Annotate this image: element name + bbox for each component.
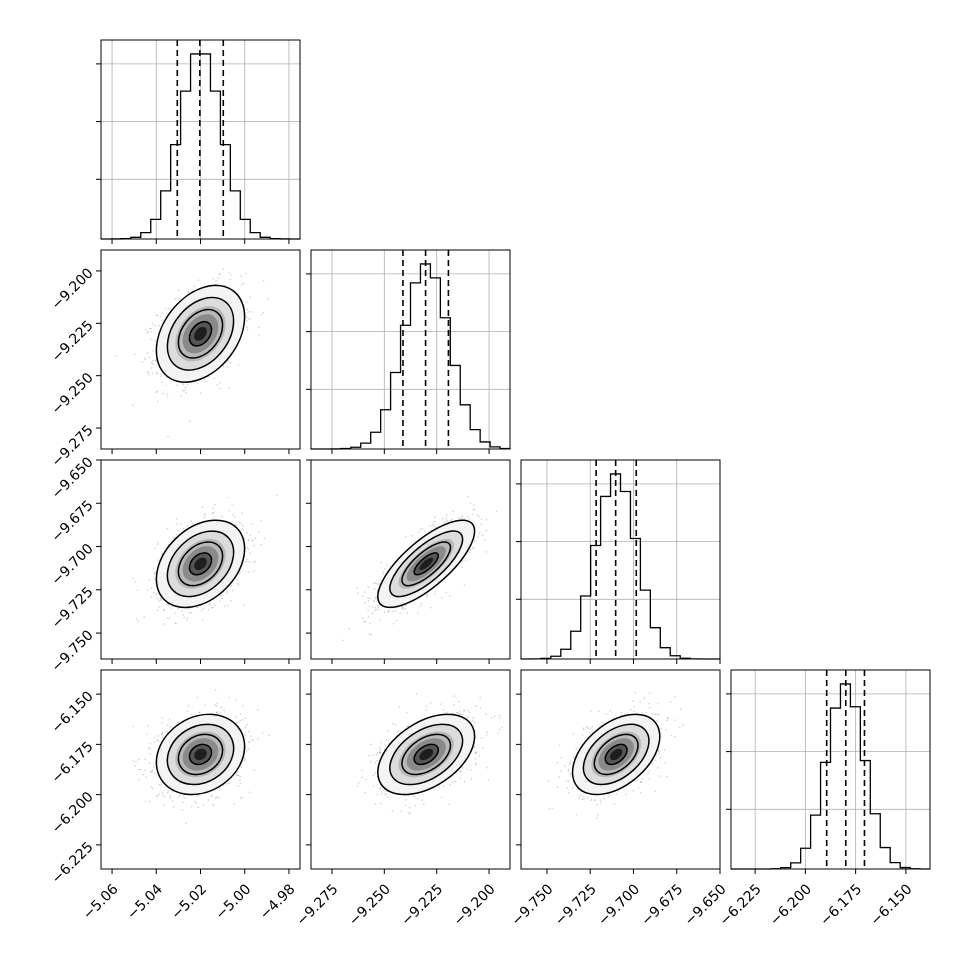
xtick-label-4-2: −6.200 (767, 881, 815, 929)
ytick-label-3-3: −9.700 (49, 541, 97, 589)
xtick-label-2-1: −9.275 (294, 881, 342, 929)
xtick-label-3-1: −9.750 (509, 881, 557, 929)
xtick-label-2-4: −9.200 (451, 881, 499, 929)
contour-4-3-3 (582, 723, 650, 786)
scatter-panel-3-1 (96, 459, 301, 664)
contour-3-1-3 (166, 530, 235, 598)
contour-3-2-4 (377, 519, 476, 609)
xtick-label-4-3: −6.175 (817, 881, 865, 929)
xtick-label-1-2: −5.04 (124, 881, 166, 923)
ytick-label-2-3: −9.225 (49, 318, 97, 366)
ytick-label-4-3: −6.175 (49, 739, 97, 787)
contour-4-3-2 (593, 733, 639, 776)
hist-panel-2 (306, 249, 511, 454)
xtick-label-4-4: −6.150 (868, 881, 916, 929)
hist-panel-3 (516, 459, 721, 664)
contour-4-2-4 (377, 713, 476, 796)
contour-4-1-3 (166, 723, 235, 786)
ytick-label-3-2: −9.725 (49, 584, 97, 632)
contour-4-3-4 (571, 713, 661, 796)
contour-3-1-4 (155, 519, 246, 609)
contour-2-1-1 (188, 320, 213, 347)
contour-3-1-2 (177, 541, 224, 587)
hist-panel-4 (726, 669, 931, 874)
contour-4-3-1 (604, 743, 628, 766)
xtick-label-3-2: −9.725 (552, 881, 600, 929)
contour-3-2-1 (413, 552, 440, 576)
ytick-label-2-2: −9.250 (49, 370, 97, 418)
scatter-panel-4-1 (96, 669, 301, 874)
contour-4-2-3 (389, 723, 464, 786)
xtick-label-1-3: −5.02 (168, 881, 210, 923)
histogram-3 (520, 473, 721, 660)
scatter-panel-2-1 (96, 249, 301, 454)
contour-4-1-1 (188, 743, 213, 766)
contour-2-1-3 (166, 296, 235, 371)
ytick-label-3-1: −9.750 (49, 627, 97, 675)
scatter-panel-4-2 (306, 669, 511, 874)
contour-4-2-2 (401, 733, 452, 776)
ytick-label-3-4: −9.675 (49, 498, 97, 546)
contour-3-2-3 (389, 530, 464, 598)
ytick-label-4-1: −6.225 (49, 839, 97, 887)
ytick-label-2-4: −9.200 (49, 265, 97, 313)
scatter-panel-4-3 (516, 669, 721, 874)
contour-4-1-4 (155, 713, 246, 796)
contour-2-1-2 (177, 308, 224, 359)
contour-3-1-1 (188, 552, 213, 576)
contour-4-2-1 (413, 743, 440, 766)
xtick-label-3-4: −9.675 (638, 881, 686, 929)
xtick-label-2-2: −9.250 (346, 881, 394, 929)
scatter-panel-3-2 (306, 459, 511, 664)
ytick-label-4-2: −6.200 (49, 789, 97, 837)
contour-4-1-2 (177, 733, 224, 776)
xtick-label-3-3: −9.700 (595, 881, 643, 929)
xtick-label-1-4: −5.00 (213, 881, 255, 923)
xtick-label-1-1: −5.06 (80, 881, 122, 923)
contour-2-1-4 (155, 284, 246, 383)
hist-panel-1 (96, 39, 301, 244)
ytick-label-4-4: −6.150 (49, 688, 97, 736)
xtick-label-2-3: −9.225 (398, 881, 446, 929)
contour-3-2-2 (401, 541, 452, 587)
xtick-label-1-5: −4.98 (257, 881, 299, 923)
